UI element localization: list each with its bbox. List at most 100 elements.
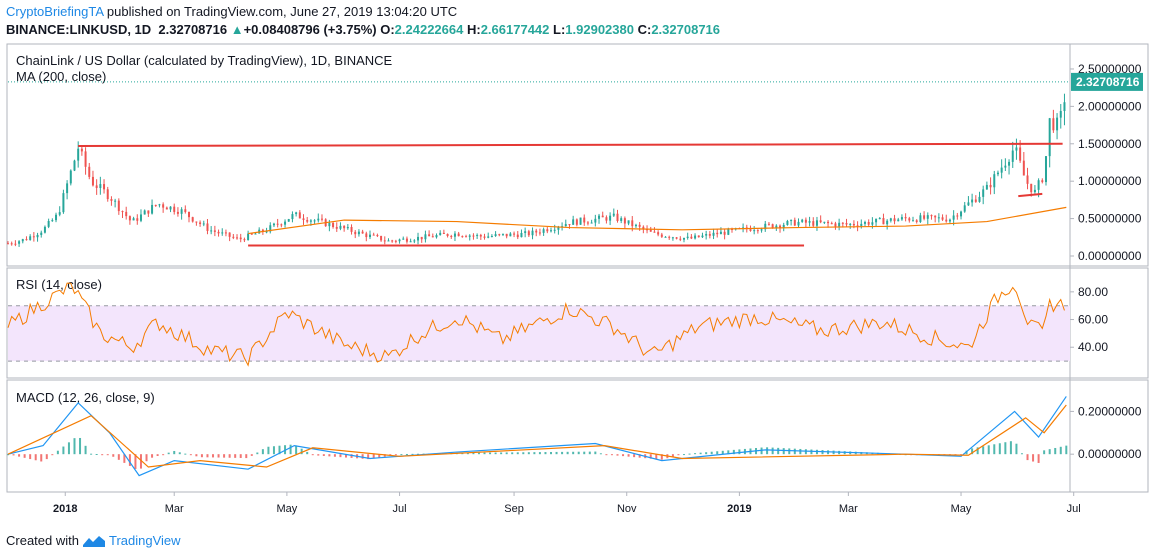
tradingview-link[interactable]: TradingView <box>108 533 181 548</box>
candle-body <box>657 232 660 235</box>
macd-histogram-bar <box>976 447 979 455</box>
candle-body <box>882 218 885 225</box>
ohlc-line: BINANCE:LINKUSD, 1D 2.32708716 ▲+0.08408… <box>6 22 720 37</box>
candle-body <box>834 223 837 227</box>
candle-body <box>808 221 811 223</box>
candle-body <box>199 222 202 224</box>
x-tick-label: Mar <box>839 503 858 515</box>
candle-body <box>1063 102 1066 111</box>
candle-body <box>923 215 926 219</box>
candle-body <box>697 235 700 238</box>
candle-body <box>948 219 951 222</box>
candle-body <box>583 217 586 223</box>
candle-body <box>369 234 372 238</box>
candle-body <box>487 236 490 238</box>
macd-histogram-bar <box>417 453 420 455</box>
pane-frame-price <box>6 43 1149 267</box>
candle-body <box>313 220 316 222</box>
candle-body <box>405 238 408 242</box>
candle-body <box>284 221 287 225</box>
macd-histogram-bar <box>716 451 719 455</box>
candle-body <box>99 184 102 188</box>
trend-line-3 <box>1018 192 1043 198</box>
candle-body <box>188 211 191 218</box>
macd-histogram-bar <box>688 453 691 455</box>
candle-body <box>269 225 272 232</box>
candle-body <box>114 200 117 202</box>
macd-histogram-bar <box>489 452 492 455</box>
candle-body <box>723 231 726 235</box>
candle-body <box>236 237 239 239</box>
author-link[interactable]: CryptoBriefingTA <box>6 4 104 19</box>
macd-histogram-bar <box>494 452 497 455</box>
macd-y-tick-label: 0.20000000 <box>1078 404 1142 418</box>
macd-histogram-bar <box>538 452 541 455</box>
candle-body <box>542 229 545 233</box>
macd-histogram-bar <box>7 454 9 456</box>
close-label: C: <box>637 22 652 37</box>
macd-histogram-bar <box>1015 443 1018 455</box>
rsi-y-tick-label: 60.00 <box>1078 313 1108 327</box>
candle-body <box>716 232 719 235</box>
candle-body <box>66 183 69 194</box>
candle-body <box>261 229 264 232</box>
candle-body <box>845 223 848 225</box>
candle-body <box>7 243 9 245</box>
candle-body <box>1011 150 1014 162</box>
macd-histogram-bar <box>971 448 974 455</box>
macd-histogram-bar <box>1043 450 1046 455</box>
candle-body <box>302 218 305 221</box>
candle-body <box>568 224 571 226</box>
candle-body <box>919 215 922 222</box>
candle-body <box>871 222 874 225</box>
macd-histogram-bar <box>771 447 774 455</box>
macd-histogram-bar <box>405 453 408 455</box>
candle-body <box>494 234 497 236</box>
candle-body <box>298 212 301 219</box>
candle-body <box>77 148 80 161</box>
candle-body <box>332 222 335 227</box>
candle-body <box>815 220 818 226</box>
candle-body <box>849 223 852 225</box>
candle-body <box>1019 147 1022 161</box>
candle-body <box>775 225 778 228</box>
macd-histogram-bar <box>173 450 176 455</box>
x-tick-label: May <box>951 503 972 515</box>
macd-histogram-bar <box>333 454 336 457</box>
candle-body <box>1037 180 1040 190</box>
macd-histogram-bar <box>500 452 503 455</box>
candle-body <box>221 232 224 234</box>
candle-body <box>941 217 944 220</box>
candle-body <box>753 230 756 232</box>
candle-body <box>428 234 431 237</box>
candle-body <box>110 199 113 201</box>
candle-body <box>989 184 992 188</box>
candle-body <box>974 199 977 202</box>
candle-body <box>476 234 479 236</box>
macd-histogram-bar <box>577 451 580 455</box>
candle-body <box>956 215 959 217</box>
macd-histogram-bar <box>699 452 702 455</box>
macd-histogram-bar <box>73 438 76 455</box>
candle-body <box>1004 165 1007 168</box>
created-with-label: Created with <box>6 533 79 548</box>
candle-body <box>217 231 220 234</box>
macd-histogram-bar <box>982 446 985 455</box>
candle-body <box>291 214 294 220</box>
candle-body <box>176 211 179 214</box>
macd-histogram-bar <box>721 450 724 455</box>
macd-histogram-bar <box>1004 442 1007 455</box>
candle-body <box>945 219 948 222</box>
macd-histogram-bar <box>245 454 248 459</box>
candle-body <box>535 230 538 233</box>
macd-histogram-bar <box>23 454 26 458</box>
candle-body <box>465 236 468 238</box>
macd-histogram-bar <box>400 454 403 456</box>
macd-histogram-bar <box>339 454 342 458</box>
rsi-y-tick-label: 40.00 <box>1078 340 1108 354</box>
candle-body <box>468 235 471 237</box>
macd-histogram-bar <box>372 454 375 459</box>
candle-body <box>634 224 637 227</box>
candle-body <box>967 202 970 206</box>
